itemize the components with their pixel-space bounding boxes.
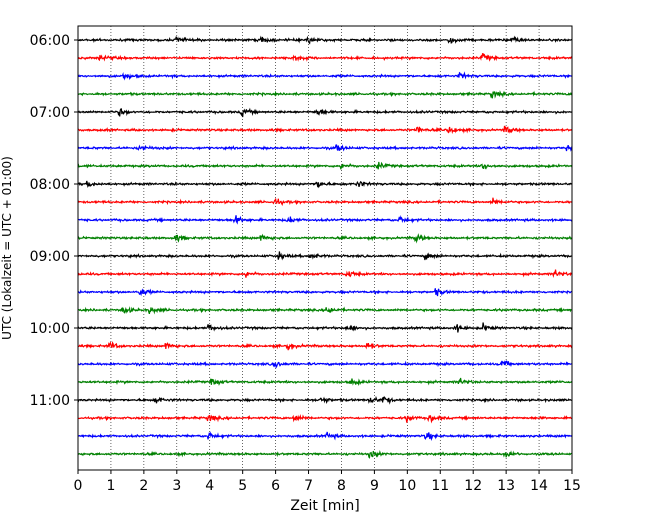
x-axis-label: Zeit [min]: [290, 498, 359, 514]
plot-background: [78, 26, 572, 470]
x-tick-label-5: 5: [238, 478, 247, 494]
x-tick-label-1: 1: [106, 478, 115, 494]
x-tick-label-14: 14: [530, 478, 548, 494]
y-tick-label-10:00: 10:00: [30, 321, 70, 337]
trace-0930: [77, 288, 573, 297]
trace-1015: [77, 341, 573, 351]
trace-1115: [77, 413, 573, 424]
x-axis-ticks: 0 1 2 3 4 5 6 7 8 9 10 11 12 13 14 15: [74, 470, 581, 494]
x-tick-label-13: 13: [497, 478, 515, 494]
trace-0845: [77, 233, 573, 244]
vertical-grid: [110, 26, 540, 470]
trace-0600: [77, 35, 573, 45]
trace-1130: [77, 431, 573, 441]
y-tick-label-07:00: 07:00: [30, 105, 70, 121]
trace-0645: [77, 90, 573, 99]
y-tick-label-11:00: 11:00: [30, 393, 70, 409]
x-tick-label-11: 11: [431, 478, 449, 494]
x-tick-label-10: 10: [398, 478, 416, 494]
y-axis-ticks: 06:00 07:00 08:00 09:00 10:00 11:00: [30, 33, 78, 409]
x-tick-label-15: 15: [563, 478, 581, 494]
x-tick-label-3: 3: [172, 478, 181, 494]
plot-frame: [77, 25, 573, 471]
trace-0745: [77, 161, 573, 170]
seismogram-traces: [77, 35, 573, 459]
trace-1000: [77, 322, 573, 333]
x-tick-label-0: 0: [74, 478, 83, 494]
trace-1145: [77, 450, 573, 459]
trace-1100: [77, 395, 573, 405]
y-tick-label-06:00: 06:00: [30, 33, 70, 49]
trace-0915: [77, 269, 573, 279]
trace-0830: [77, 214, 573, 225]
x-tick-label-8: 8: [337, 478, 346, 494]
trace-0715: [77, 125, 573, 135]
trace-1045: [77, 377, 573, 387]
trace-0800: [77, 180, 573, 189]
y-tick-label-08:00: 08:00: [30, 177, 70, 193]
y-tick-label-09:00: 09:00: [30, 249, 70, 265]
trace-0815: [77, 197, 573, 206]
x-tick-label-7: 7: [304, 478, 313, 494]
x-tick-label-12: 12: [464, 478, 482, 494]
trace-0700: [77, 107, 573, 118]
trace-0630: [77, 71, 573, 81]
trace-0615: [77, 53, 573, 62]
x-tick-label-2: 2: [139, 478, 148, 494]
trace-0900: [77, 251, 573, 261]
y-axis-label: UTC (Lokalzeit = UTC + 01:00): [0, 156, 14, 340]
x-tick-label-6: 6: [271, 478, 280, 494]
x-tick-label-9: 9: [370, 478, 379, 494]
trace-0945: [77, 306, 573, 315]
trace-0730: [77, 144, 573, 152]
trace-1030: [77, 360, 573, 369]
x-tick-label-4: 4: [205, 478, 214, 494]
